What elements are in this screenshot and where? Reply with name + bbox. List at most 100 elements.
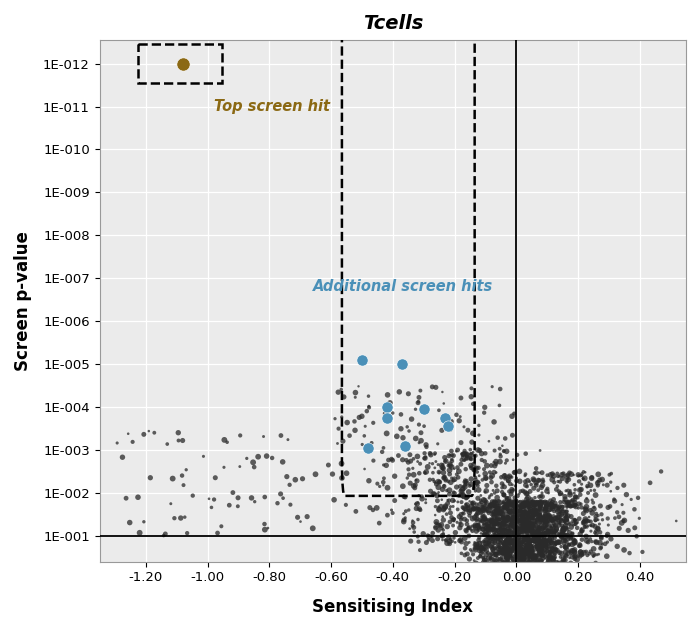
Point bbox=[498, 503, 509, 513]
Point bbox=[503, 505, 514, 515]
Point bbox=[550, 558, 561, 568]
Point bbox=[447, 454, 458, 464]
Point bbox=[490, 534, 501, 544]
Point bbox=[559, 525, 570, 536]
Point bbox=[503, 526, 514, 536]
Point bbox=[486, 515, 497, 525]
Point bbox=[267, 453, 278, 463]
Point bbox=[415, 428, 426, 438]
Point bbox=[489, 514, 500, 524]
Point bbox=[534, 467, 545, 478]
Point bbox=[328, 495, 339, 505]
Point bbox=[480, 525, 491, 535]
Point bbox=[575, 525, 587, 536]
Point bbox=[530, 527, 541, 537]
Point bbox=[493, 501, 504, 511]
Point bbox=[540, 509, 551, 519]
Point bbox=[517, 539, 528, 549]
Point bbox=[609, 513, 620, 523]
Point bbox=[466, 498, 477, 508]
Point bbox=[234, 462, 246, 472]
Point bbox=[412, 499, 423, 509]
Point bbox=[487, 546, 498, 556]
Point bbox=[550, 516, 561, 526]
Point bbox=[408, 481, 419, 491]
Point bbox=[232, 493, 244, 503]
Point bbox=[539, 548, 550, 558]
Point bbox=[480, 559, 491, 570]
Point bbox=[494, 514, 505, 524]
Point bbox=[514, 542, 525, 553]
Point bbox=[564, 553, 575, 563]
Point bbox=[503, 532, 514, 542]
Point bbox=[478, 525, 489, 535]
Point bbox=[503, 513, 514, 523]
Point bbox=[566, 496, 577, 506]
Point bbox=[524, 547, 535, 557]
Point bbox=[564, 546, 575, 556]
Point bbox=[501, 498, 512, 508]
Point bbox=[493, 504, 504, 514]
Point bbox=[575, 529, 586, 539]
Point bbox=[453, 561, 464, 571]
Point bbox=[535, 556, 546, 566]
Point bbox=[507, 546, 518, 556]
Point bbox=[482, 557, 493, 567]
Point bbox=[527, 551, 538, 561]
Point bbox=[537, 541, 548, 551]
Point bbox=[569, 479, 580, 490]
Point bbox=[508, 556, 519, 566]
Point bbox=[568, 538, 580, 548]
Point bbox=[486, 533, 497, 543]
Point bbox=[532, 529, 543, 539]
Point bbox=[533, 510, 545, 520]
Point bbox=[474, 478, 485, 488]
Point bbox=[478, 517, 489, 527]
Point bbox=[502, 551, 513, 561]
Point bbox=[526, 559, 537, 569]
Point bbox=[590, 490, 601, 500]
Point bbox=[511, 495, 522, 505]
Point bbox=[529, 553, 540, 563]
Point bbox=[494, 508, 505, 518]
Point bbox=[412, 498, 423, 508]
Point bbox=[486, 501, 497, 512]
Point bbox=[472, 514, 483, 524]
Point bbox=[550, 540, 561, 550]
Point bbox=[554, 518, 566, 528]
Point bbox=[435, 520, 447, 530]
Point bbox=[510, 505, 522, 515]
Point bbox=[546, 504, 557, 514]
Point bbox=[538, 534, 550, 544]
Point bbox=[438, 460, 449, 470]
Point bbox=[503, 472, 514, 482]
Point bbox=[228, 488, 239, 498]
Point bbox=[519, 514, 531, 524]
Point bbox=[510, 467, 521, 478]
Point bbox=[530, 505, 541, 515]
Point bbox=[463, 531, 475, 541]
Point bbox=[169, 513, 180, 524]
Point bbox=[400, 513, 411, 523]
Point bbox=[433, 501, 444, 512]
Point bbox=[456, 510, 467, 520]
Point bbox=[540, 537, 552, 547]
Point bbox=[503, 526, 514, 536]
Point bbox=[568, 520, 579, 530]
Point bbox=[446, 473, 457, 483]
Point bbox=[435, 501, 447, 512]
Point bbox=[550, 545, 561, 555]
Point bbox=[526, 536, 538, 546]
Point bbox=[523, 508, 534, 518]
Point bbox=[618, 516, 629, 526]
Point bbox=[491, 456, 502, 466]
Point bbox=[177, 59, 188, 69]
Point bbox=[490, 532, 501, 542]
Point bbox=[471, 504, 482, 514]
Point bbox=[533, 540, 544, 550]
Point bbox=[341, 468, 352, 478]
Point bbox=[492, 554, 503, 564]
Point bbox=[496, 487, 507, 497]
Point bbox=[492, 503, 503, 513]
Point bbox=[504, 537, 515, 547]
